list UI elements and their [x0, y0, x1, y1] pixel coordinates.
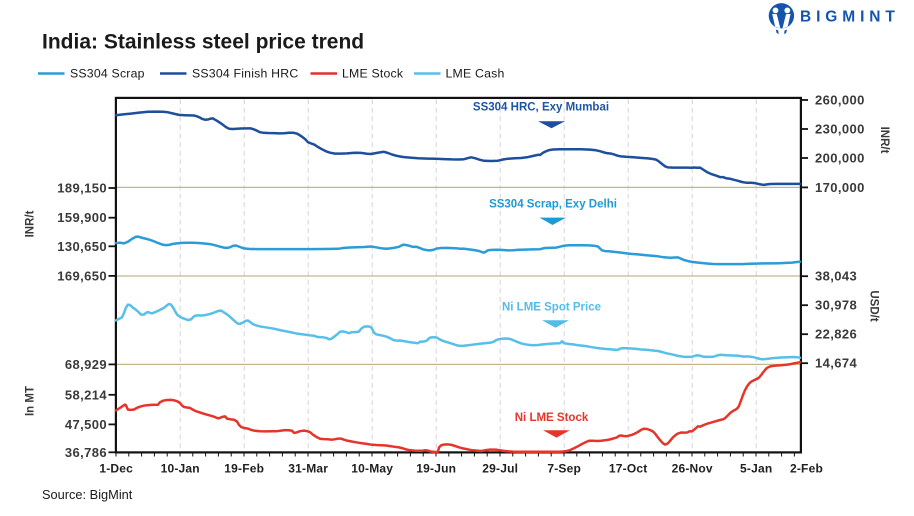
svg-text:68,929: 68,929 — [65, 357, 107, 372]
svg-text:2-Feb: 2-Feb — [790, 462, 823, 476]
svg-text:LME Stock: LME Stock — [342, 67, 404, 81]
svg-text:22,826: 22,826 — [815, 327, 857, 342]
svg-text:INR/t: INR/t — [878, 127, 890, 154]
svg-text:30,978: 30,978 — [815, 298, 857, 313]
svg-text:SS304 Finish HRC: SS304 Finish HRC — [192, 67, 298, 81]
svg-text:Source: BigMint: Source: BigMint — [42, 487, 133, 502]
svg-text:5-Jan: 5-Jan — [740, 462, 772, 476]
svg-text:169,650: 169,650 — [57, 268, 107, 283]
svg-text:19-Jun: 19-Jun — [416, 462, 456, 476]
svg-text:200,000: 200,000 — [815, 151, 865, 166]
svg-text:36,786: 36,786 — [65, 445, 107, 460]
svg-text:SS304 Scrap, Exy Delhi: SS304 Scrap, Exy Delhi — [489, 199, 617, 211]
svg-text:260,000: 260,000 — [815, 93, 865, 108]
svg-text:29-Jul: 29-Jul — [482, 462, 518, 476]
svg-text:Ni LME Stock: Ni LME Stock — [515, 412, 589, 424]
svg-text:17-Oct: 17-Oct — [609, 462, 648, 476]
svg-text:26-Nov: 26-Nov — [672, 462, 713, 476]
svg-text:31-Mar: 31-Mar — [288, 462, 328, 476]
svg-text:189,150: 189,150 — [57, 181, 107, 196]
svg-text:58,214: 58,214 — [65, 387, 108, 402]
svg-text:130,650: 130,650 — [57, 239, 107, 254]
svg-text:LME Cash: LME Cash — [446, 67, 505, 81]
svg-text:SS304 Scrap: SS304 Scrap — [70, 67, 145, 81]
svg-text:Ni LME Spot Price: Ni LME Spot Price — [502, 302, 601, 314]
svg-text:10-May: 10-May — [351, 462, 393, 476]
svg-text:14,674: 14,674 — [815, 356, 858, 371]
svg-text:170,000: 170,000 — [815, 180, 865, 195]
svg-text:10-Jan: 10-Jan — [161, 462, 200, 476]
svg-text:INR/t: INR/t — [25, 210, 37, 237]
svg-text:BIGMINT: BIGMINT — [800, 9, 900, 26]
svg-text:SS304 HRC, Exy Mumbai: SS304 HRC, Exy Mumbai — [473, 102, 609, 114]
svg-text:In MT: In MT — [25, 386, 37, 416]
svg-text:159,900: 159,900 — [57, 210, 107, 225]
svg-text:USD/t: USD/t — [868, 290, 880, 321]
svg-text:1-Dec: 1-Dec — [99, 462, 133, 476]
svg-text:7-Sep: 7-Sep — [547, 462, 581, 476]
svg-text:19-Feb: 19-Feb — [224, 462, 264, 476]
svg-text:38,043: 38,043 — [815, 269, 857, 284]
svg-text:47,500: 47,500 — [65, 417, 107, 432]
svg-text:India: Stainless steel price t: India: Stainless steel price trend — [42, 31, 364, 54]
svg-text:230,000: 230,000 — [815, 122, 865, 137]
